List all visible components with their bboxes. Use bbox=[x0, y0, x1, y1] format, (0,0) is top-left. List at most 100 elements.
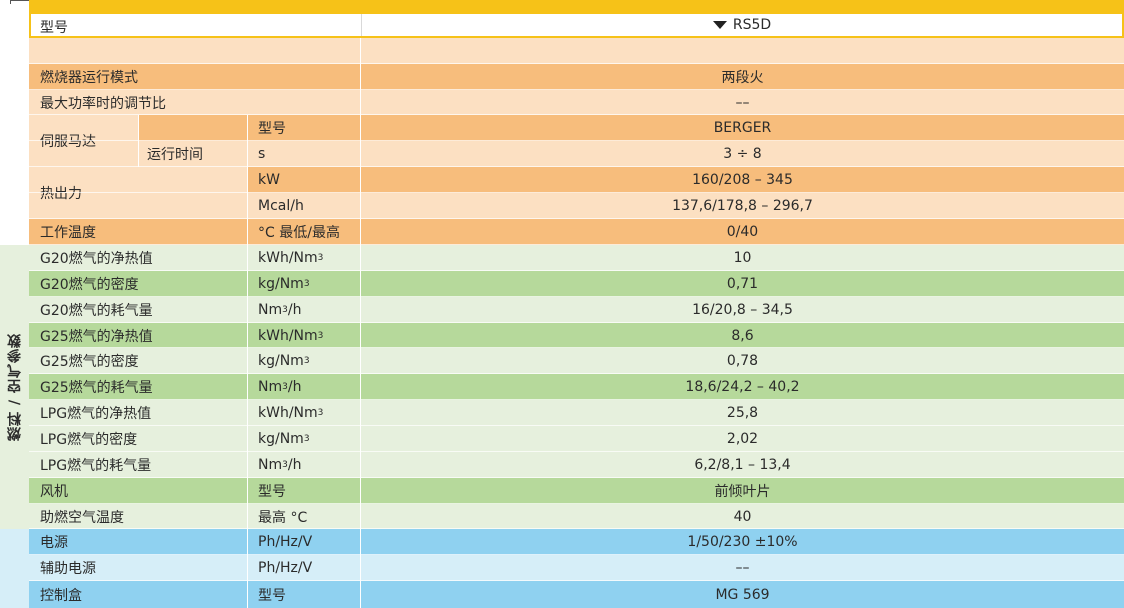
table-row: G25燃气的净热值 kWh/Nm 3 8,6 bbox=[29, 323, 1124, 348]
row-value: 0,78 bbox=[360, 348, 1124, 374]
unit-text: 型号 bbox=[258, 484, 286, 500]
model-header-label: 型号 bbox=[40, 20, 68, 36]
row-unit: 型号 bbox=[247, 115, 360, 141]
row-label: 辅助电源 bbox=[40, 561, 96, 577]
row-unit: Ph/Hz/V bbox=[247, 529, 360, 555]
row-separator bbox=[29, 399, 1124, 400]
row-separator bbox=[29, 554, 1124, 555]
row-value: –– bbox=[360, 555, 1124, 581]
row-value: 2,02 bbox=[360, 426, 1124, 452]
side-label-text: 燃料 / 空气参数 bbox=[6, 333, 23, 441]
row-unit: 型号 bbox=[247, 478, 360, 504]
row-separator bbox=[29, 322, 1124, 323]
table-row: G25燃气的密度 kg/Nm 3 0,78 bbox=[29, 348, 1124, 374]
side-strip-general bbox=[0, 0, 29, 245]
unit-text: kW bbox=[258, 172, 280, 188]
unit-text: s bbox=[258, 146, 266, 162]
unit-text: Nm bbox=[258, 302, 283, 318]
unit-text: 最高 °C bbox=[258, 509, 308, 526]
side-strip-electrical bbox=[0, 529, 29, 608]
row-value: 前倾叶片 bbox=[360, 478, 1124, 504]
row-label: 助燃空气温度 bbox=[40, 509, 124, 526]
row-separator bbox=[29, 218, 1124, 219]
row-value: BERGER bbox=[360, 115, 1124, 141]
row-unit: °C 最低/最高 bbox=[247, 219, 360, 245]
row-unit: kg/Nm 3 bbox=[247, 348, 360, 374]
row-separator bbox=[29, 451, 1124, 452]
table-row: 助燃空气温度 最高 °C 40 bbox=[29, 504, 1124, 529]
row-unit: 型号 bbox=[247, 581, 360, 608]
row-separator bbox=[29, 114, 1124, 115]
row-value: 3 ÷ 8 bbox=[360, 141, 1124, 167]
unit-text: 型号 bbox=[258, 121, 286, 137]
table-row: G20燃气的耗气量 Nm 3/h 16/20,8 – 34,5 bbox=[29, 297, 1124, 323]
row-unit: kWh/Nm 3 bbox=[247, 400, 360, 426]
table-row: 风机 型号 前倾叶片 bbox=[29, 478, 1124, 504]
table-row: G20燃气的密度 kg/Nm 3 0,71 bbox=[29, 271, 1124, 297]
row-sublabel: 运行时间 bbox=[138, 141, 247, 167]
unit-text: kg/Nm bbox=[258, 276, 304, 292]
triangle-down-icon[interactable] bbox=[712, 21, 727, 29]
row-separator bbox=[29, 166, 1124, 167]
table-row: LPG燃气的净热值 kWh/Nm 3 25,8 bbox=[29, 400, 1124, 426]
table-row: 辅助电源 Ph/Hz/V –– bbox=[29, 555, 1124, 581]
top-band bbox=[29, 0, 1124, 12]
table-row bbox=[29, 38, 1124, 64]
unit-text: Nm bbox=[258, 457, 283, 473]
model-selector[interactable]: RS5D bbox=[362, 17, 1122, 33]
table-row: 最大功率时的调节比 –– bbox=[29, 90, 1124, 115]
table-row: 电源 Ph/Hz/V 1/50/230 ±10% bbox=[29, 529, 1124, 555]
row-label: LPG燃气的耗气量 bbox=[40, 458, 152, 474]
unit-text: kWh/Nm bbox=[258, 250, 318, 266]
row-value: 160/208 – 345 bbox=[360, 167, 1124, 193]
side-label-fuel-air: 燃料 / 空气参数 bbox=[0, 245, 29, 529]
row-value: 16/20,8 – 34,5 bbox=[360, 297, 1124, 323]
row-separator bbox=[29, 192, 1124, 193]
row-label: G25燃气的耗气量 bbox=[40, 380, 153, 396]
row-separator bbox=[29, 63, 1124, 64]
unit-text: kWh/Nm bbox=[258, 405, 318, 421]
row-label: LPG燃气的密度 bbox=[40, 432, 138, 448]
header-divider bbox=[361, 14, 362, 36]
table-row: LPG燃气的耗气量 Nm 3/h 6,2/8,1 – 13,4 bbox=[29, 452, 1124, 478]
unit-text: Mcal/h bbox=[258, 198, 304, 214]
row-unit: kWh/Nm 3 bbox=[247, 323, 360, 348]
row-value: 18,6/24,2 – 40,2 bbox=[360, 374, 1124, 400]
unit-text: kWh/Nm bbox=[258, 327, 318, 344]
row-label: G20燃气的密度 bbox=[40, 277, 139, 293]
row-separator bbox=[29, 140, 1124, 141]
row-separator bbox=[29, 244, 1124, 245]
servo-divider bbox=[138, 115, 139, 167]
row-value: 8,6 bbox=[360, 323, 1124, 348]
row-separator bbox=[29, 477, 1124, 478]
table-row: 运行时间 s 3 ÷ 8 bbox=[29, 141, 1124, 167]
table-row: G25燃气的耗气量 Nm 3/h 18,6/24,2 – 40,2 bbox=[29, 374, 1124, 400]
unit-text: kg/Nm bbox=[258, 353, 304, 369]
row-separator bbox=[29, 503, 1124, 504]
row-label: G20燃气的净热值 bbox=[40, 251, 153, 267]
corner-mark bbox=[10, 0, 29, 4]
unit-text: Nm bbox=[258, 379, 283, 395]
row-separator bbox=[29, 270, 1124, 271]
table-row: 型号 BERGER bbox=[29, 115, 1124, 141]
row-value: 两段火 bbox=[360, 64, 1124, 90]
row-value: 40 bbox=[360, 504, 1124, 529]
row-unit: kWh/Nm 3 bbox=[247, 245, 360, 271]
row-separator bbox=[29, 347, 1124, 348]
row-separator bbox=[29, 528, 1124, 529]
table-row: 燃烧器运行模式 两段火 bbox=[29, 64, 1124, 90]
row-unit: kW bbox=[247, 167, 360, 193]
row-label: G25燃气的净热值 bbox=[40, 328, 153, 345]
row-label: 燃烧器运行模式 bbox=[40, 70, 138, 86]
table-row: LPG燃气的密度 kg/Nm 3 2,02 bbox=[29, 426, 1124, 452]
row-unit: Ph/Hz/V bbox=[247, 555, 360, 581]
row-value: 25,8 bbox=[360, 400, 1124, 426]
unit-suffix: /h bbox=[287, 457, 302, 473]
side-strip-fuel-air bbox=[0, 245, 29, 529]
unit-suffix: /h bbox=[287, 302, 302, 318]
row-unit: s bbox=[247, 141, 360, 167]
row-unit: kg/Nm 3 bbox=[247, 271, 360, 297]
row-value: 0,71 bbox=[360, 271, 1124, 297]
row-value: 1/50/230 ±10% bbox=[360, 529, 1124, 555]
row-label: 控制盒 bbox=[40, 587, 82, 604]
